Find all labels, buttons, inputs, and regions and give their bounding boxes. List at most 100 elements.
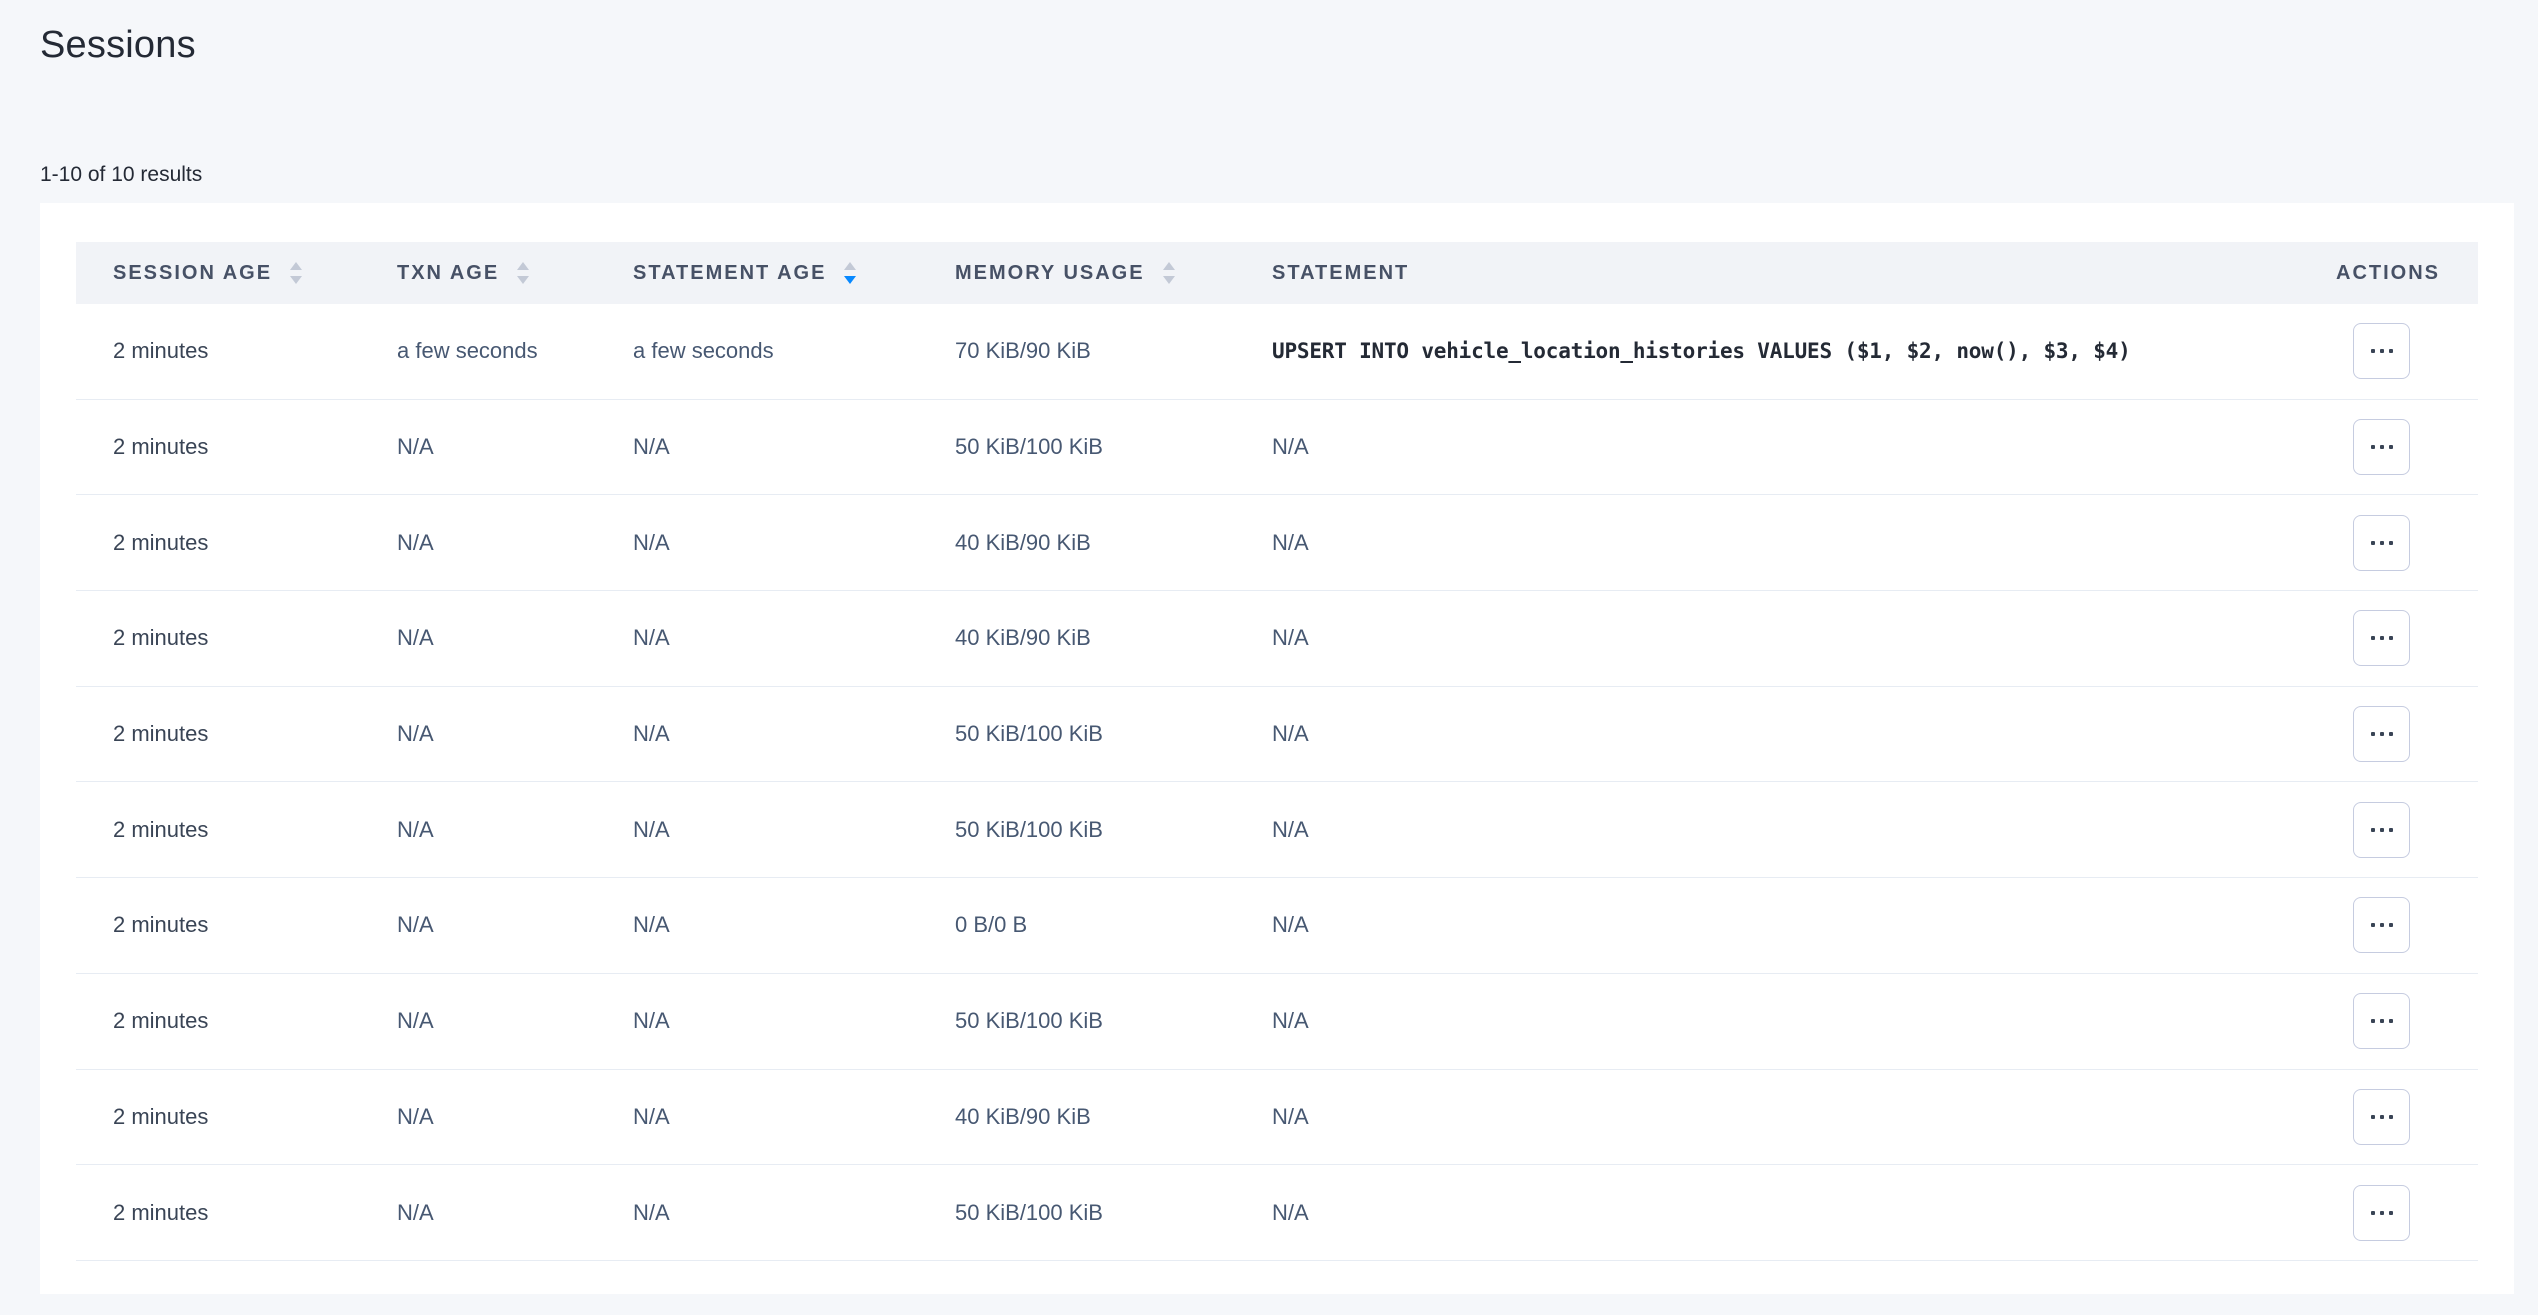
sort-desc-icon[interactable] [1162,276,1175,284]
ellipsis-icon [2370,1210,2393,1215]
cell-txn-age: N/A [397,1103,434,1129]
sort-desc-icon[interactable] [290,276,303,284]
column-header-memory-usage[interactable]: MEMORY USAGE [955,262,1272,285]
cell-actions [2288,897,2478,954]
cell-actions [2288,419,2478,476]
row-actions-button[interactable] [2353,993,2410,1050]
cell-memory-usage: 50 KiB/100 KiB [955,816,1103,842]
cell-actions [2288,801,2478,858]
cell-actions [2288,610,2478,667]
sort-icons [517,262,530,284]
ellipsis-icon [2370,1019,2393,1024]
cell-session-age: 2 minutes [113,721,209,747]
column-header-label: STATEMENT [1272,261,1410,284]
cell-txn-age: a few seconds [397,338,538,364]
ellipsis-icon [2370,636,2393,641]
cell-memory-usage: 40 KiB/90 KiB [955,1103,1091,1129]
cell-txn-age: N/A [397,529,434,555]
cell-session-age: 2 minutes [113,625,209,651]
ellipsis-icon [2370,540,2393,545]
cell-actions [2288,323,2478,380]
row-actions-button[interactable] [2353,1088,2410,1145]
cell-memory-usage: 50 KiB/100 KiB [955,1199,1103,1225]
cell-actions [2288,1088,2478,1145]
ellipsis-icon [2370,827,2393,832]
ellipsis-icon [2370,349,2393,354]
ellipsis-icon [2370,1114,2393,1119]
cell-txn-age: N/A [397,625,434,651]
table-row: 2 minutes N/A N/A 50 KiB/100 KiB N/A [76,782,2478,879]
cell-memory-usage: 50 KiB/100 KiB [955,1008,1103,1034]
table-row: 2 minutes N/A N/A 50 KiB/100 KiB N/A [76,973,2478,1070]
cell-session-age: 2 minutes [113,338,209,364]
row-actions-button[interactable] [2353,1184,2410,1241]
row-actions-button[interactable] [2353,801,2410,858]
sort-icons [290,262,303,284]
row-actions-button[interactable] [2353,514,2410,571]
cell-txn-age: N/A [397,1008,434,1034]
sort-icons [844,262,857,284]
row-actions-button[interactable] [2353,419,2410,476]
column-header-label: TXN AGE [397,261,500,284]
cell-actions [2288,1184,2478,1241]
cell-statement-age: N/A [633,434,670,460]
cell-session-age: 2 minutes [113,1199,209,1225]
cell-session-age: 2 minutes [113,912,209,938]
cell-actions [2288,706,2478,763]
cell-memory-usage: 40 KiB/90 KiB [955,529,1091,555]
cell-statement-age: N/A [633,1199,670,1225]
cell-statement-age: N/A [633,912,670,938]
cell-statement-age: a few seconds [633,338,774,364]
cell-memory-usage: 50 KiB/100 KiB [955,721,1103,747]
sort-asc-icon[interactable] [517,262,530,270]
column-header-statement: STATEMENT [1272,262,2288,285]
cell-statement: N/A [1272,721,1309,747]
column-header-label: MEMORY USAGE [955,261,1145,284]
table-row: 2 minutes N/A N/A 40 KiB/90 KiB N/A [76,591,2478,687]
ellipsis-icon [2370,923,2393,928]
cell-memory-usage: 0 B/0 B [955,912,1028,938]
table-row: 2 minutes a few seconds a few seconds 70… [76,304,2478,400]
table-body: 2 minutes a few seconds a few seconds 70… [76,304,2478,1261]
cell-memory-usage: 70 KiB/90 KiB [955,338,1091,364]
cell-txn-age: N/A [397,816,434,842]
cell-statement: N/A [1272,1008,1309,1034]
column-header-label: SESSION AGE [113,261,273,284]
cell-statement-age: N/A [633,625,670,651]
table-row: 2 minutes N/A N/A 50 KiB/100 KiB N/A [76,1165,2478,1261]
cell-session-age: 2 minutes [113,1008,209,1034]
sort-desc-icon[interactable] [517,276,530,284]
row-actions-button[interactable] [2353,897,2410,954]
cell-memory-usage: 50 KiB/100 KiB [955,434,1103,460]
column-header-actions: ACTIONS [2288,262,2478,285]
cell-session-age: 2 minutes [113,1103,209,1129]
column-header-label: STATEMENT AGE [633,261,827,284]
cell-statement-age: N/A [633,1103,670,1129]
sort-icons [1162,262,1175,284]
column-header-txn-age[interactable]: TXN AGE [397,262,633,285]
table-row: 2 minutes N/A N/A 40 KiB/90 KiB N/A [76,1069,2478,1166]
column-header-session-age[interactable]: SESSION AGE [76,262,397,285]
cell-memory-usage: 40 KiB/90 KiB [955,625,1091,651]
sessions-table: SESSION AGE TXN AGE STATEMENT AGE [76,242,2478,1261]
sort-asc-icon[interactable] [1162,262,1175,270]
table-row: 2 minutes N/A N/A 50 KiB/100 KiB N/A [76,686,2478,783]
cell-statement: UPSERT INTO vehicle_location_histories V… [1272,339,2131,364]
sort-asc-icon[interactable] [844,262,857,270]
sort-asc-icon[interactable] [290,262,303,270]
cell-statement-age: N/A [633,529,670,555]
cell-statement: N/A [1272,1199,1309,1225]
row-actions-button[interactable] [2353,706,2410,763]
column-header-statement-age[interactable]: STATEMENT AGE [633,262,955,285]
table-row: 2 minutes N/A N/A 40 KiB/90 KiB N/A [76,495,2478,592]
cell-statement-age: N/A [633,721,670,747]
sort-desc-icon[interactable] [844,276,857,284]
cell-session-age: 2 minutes [113,434,209,460]
table-header-row: SESSION AGE TXN AGE STATEMENT AGE [76,242,2478,304]
row-actions-button[interactable] [2353,610,2410,667]
page-title: Sessions [40,24,196,66]
cell-statement-age: N/A [633,816,670,842]
row-actions-button[interactable] [2353,323,2410,380]
cell-session-age: 2 minutes [113,816,209,842]
